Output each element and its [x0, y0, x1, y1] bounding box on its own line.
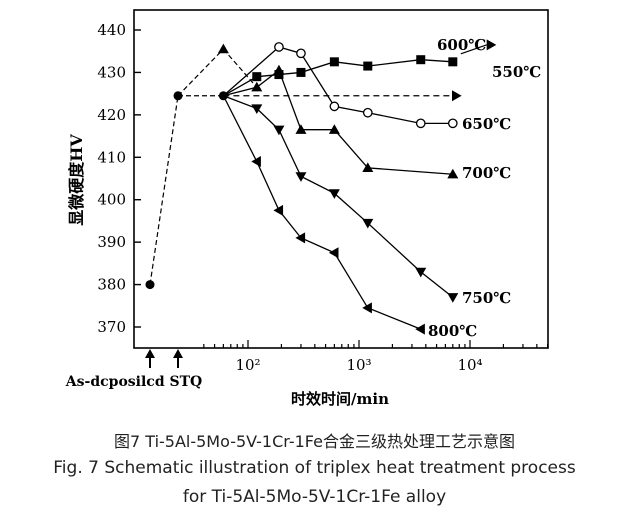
data-point	[362, 107, 373, 118]
data-point	[448, 57, 458, 67]
series-lines	[149, 44, 488, 330]
data-point	[251, 81, 263, 92]
stage-connector	[177, 48, 224, 97]
series-label: 750℃	[462, 289, 511, 307]
data-point	[362, 162, 374, 173]
data-point	[415, 267, 427, 278]
stage-connector	[149, 95, 179, 285]
y-tick-label: 430	[97, 63, 126, 81]
data-point	[447, 118, 458, 129]
series-labels: 600℃ 550℃ 650℃ 700℃ 750℃ 800℃	[428, 36, 541, 340]
y-tick-label: 380	[97, 276, 126, 294]
data-point	[295, 232, 306, 244]
y-tick-label: 400	[97, 191, 126, 209]
x-tick-label: 10⁴	[457, 356, 482, 374]
x-tick-label: 10²	[235, 356, 260, 374]
data-point	[218, 91, 228, 101]
plot-frame	[133, 9, 549, 349]
data-point	[328, 247, 339, 259]
series-label: 550℃	[492, 63, 541, 81]
figure-caption-en-line2: for Ti-5Al-5Mo-5V-1Cr-1Fe alloy	[182, 487, 447, 507]
data-point	[274, 70, 284, 80]
data-point	[328, 189, 340, 199]
data-point	[145, 280, 155, 290]
data-point	[296, 67, 306, 77]
data-point	[415, 323, 425, 335]
series-label: 700℃	[462, 164, 511, 182]
data-point	[362, 302, 372, 314]
stage-labels: As-dcposilcd STQ	[65, 374, 202, 390]
data-point	[273, 204, 284, 216]
data-point	[447, 293, 459, 303]
hardness-chart: 370 380 390 400 410 420 430 440 10² 10³ 10⁴ 600℃ 5…	[65, 9, 549, 408]
stage-arrow-head	[173, 349, 183, 358]
data-point	[273, 64, 285, 75]
y-tick-label: 420	[97, 106, 126, 124]
data-point	[251, 156, 261, 168]
data-point	[415, 118, 426, 129]
y-axis-label: 显微硬度HV	[67, 134, 86, 226]
annotation-arrow	[460, 44, 488, 55]
series-line	[222, 95, 421, 330]
data-point	[273, 125, 285, 136]
figure-caption-en-line1: Fig. 7 Schematic illustration of triplex…	[53, 458, 576, 478]
series-label: 800℃	[428, 322, 477, 340]
data-point	[363, 61, 373, 71]
series-label: 650℃	[462, 115, 511, 133]
y-tick-label: 390	[97, 233, 126, 251]
x-axis-label: 时效时间/min	[291, 390, 389, 408]
data-point	[452, 90, 462, 102]
data-point	[173, 91, 183, 101]
data-point	[295, 172, 307, 182]
data-point	[217, 43, 229, 54]
stage-arrow-head	[145, 349, 155, 358]
stage-connector	[222, 48, 258, 88]
y-tick-label: 370	[97, 318, 126, 336]
data-point	[251, 104, 263, 114]
y-tick-label: 410	[97, 148, 126, 166]
figure-caption-cn: 图7 Ti-5Al-5Mo-5V-1Cr-1Fe合金三级热处理工艺示意图	[114, 432, 515, 451]
data-point	[295, 124, 307, 134]
data-point	[296, 48, 306, 59]
data-point	[328, 124, 340, 134]
data-point	[486, 39, 497, 51]
x-axis: 10² 10³ 10⁴	[145, 340, 549, 374]
series-line	[223, 95, 454, 298]
data-point	[329, 101, 340, 112]
data-point	[329, 57, 339, 67]
data-point	[274, 42, 284, 52]
series-markers	[145, 39, 497, 335]
y-axis: 370 380 390 400 410 420 430 440	[97, 21, 141, 336]
series-label: 600℃	[437, 36, 486, 54]
data-point	[447, 168, 459, 179]
data-point	[252, 72, 262, 82]
data-point	[416, 55, 426, 65]
y-tick-label: 440	[97, 21, 126, 39]
x-tick-label: 10³	[346, 356, 371, 374]
data-point	[362, 218, 374, 229]
